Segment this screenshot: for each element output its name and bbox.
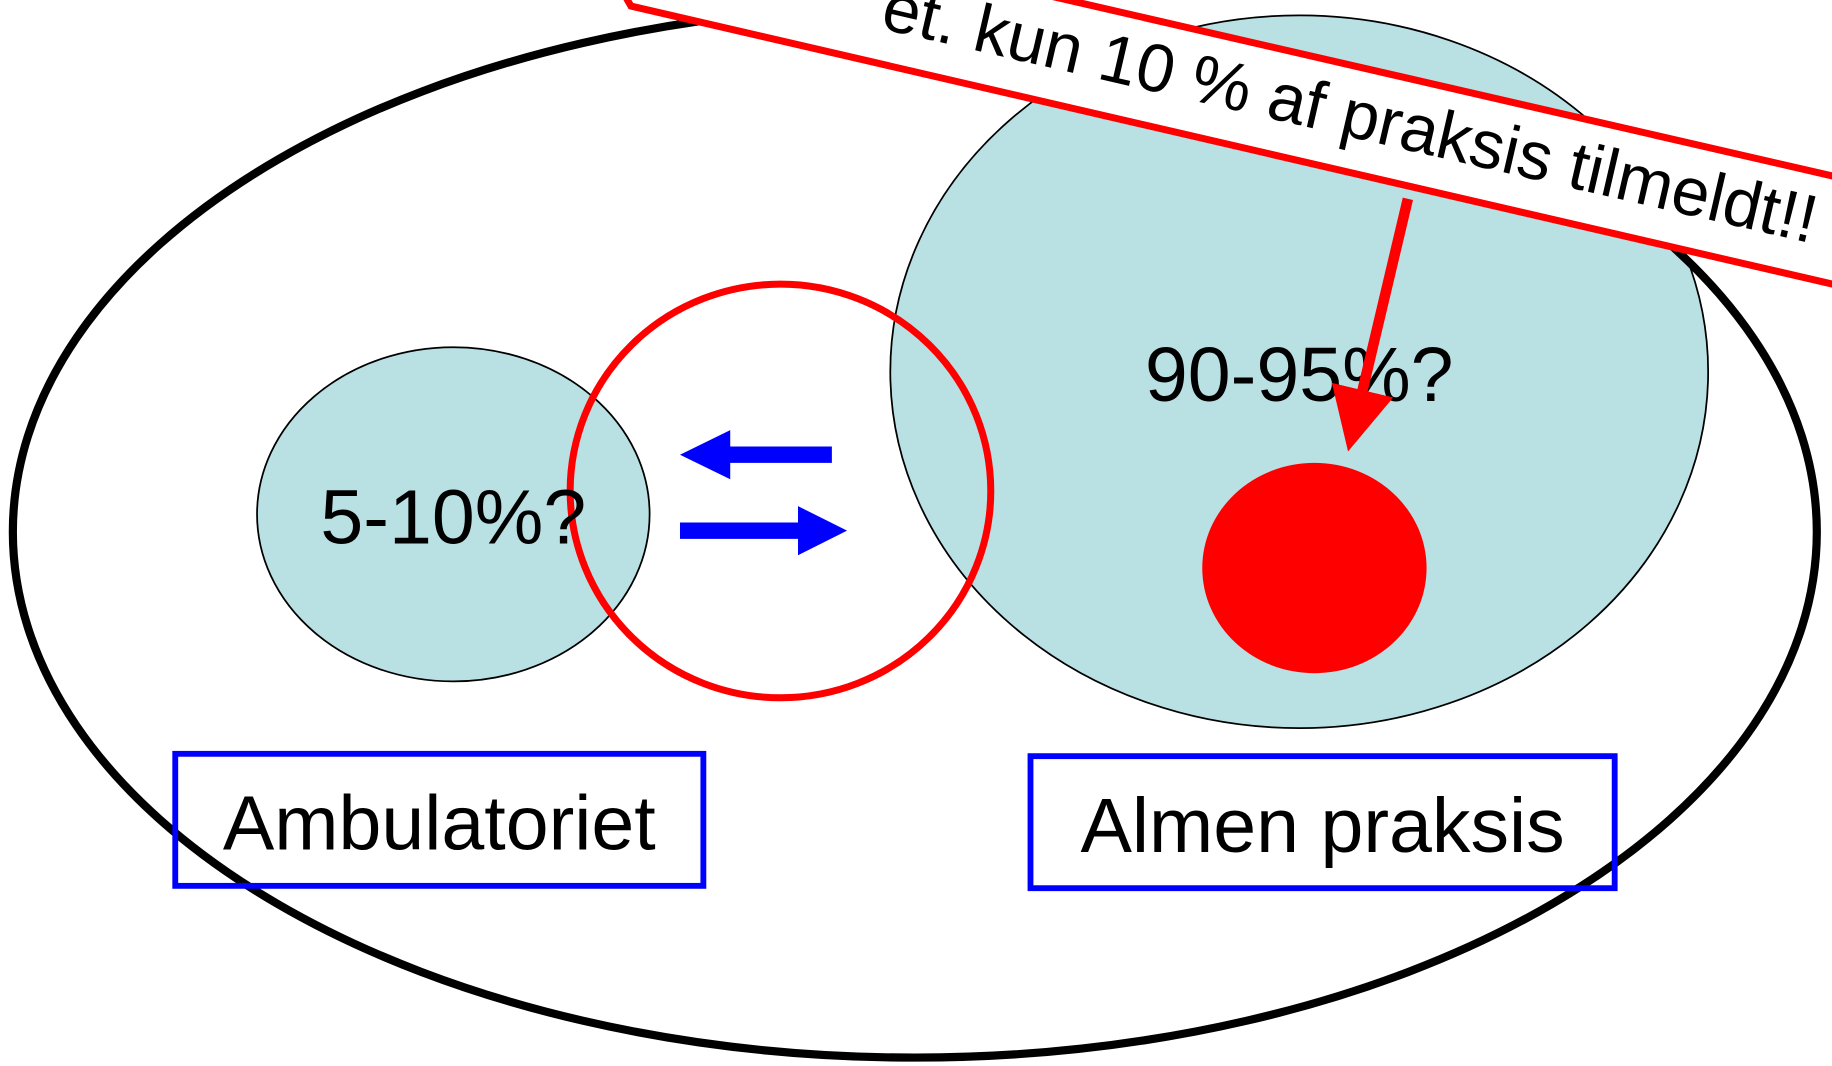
right-label-box bbox=[1027, 753, 1618, 892]
ambulatoriet-area bbox=[256, 346, 651, 683]
right-label: Almen praksis bbox=[1080, 783, 1564, 869]
left-share: 5-10%? bbox=[320, 475, 586, 561]
left-label: Ambulatoriet bbox=[223, 781, 656, 867]
overlap-circle bbox=[566, 280, 995, 702]
pointer-arrow bbox=[1331, 197, 1413, 452]
right-share: 90-95%? bbox=[1145, 332, 1454, 418]
exchange-arrows bbox=[679, 430, 848, 556]
left-label-box bbox=[172, 750, 707, 889]
banner bbox=[623, 0, 1832, 288]
enrolled-dot bbox=[1202, 462, 1427, 674]
